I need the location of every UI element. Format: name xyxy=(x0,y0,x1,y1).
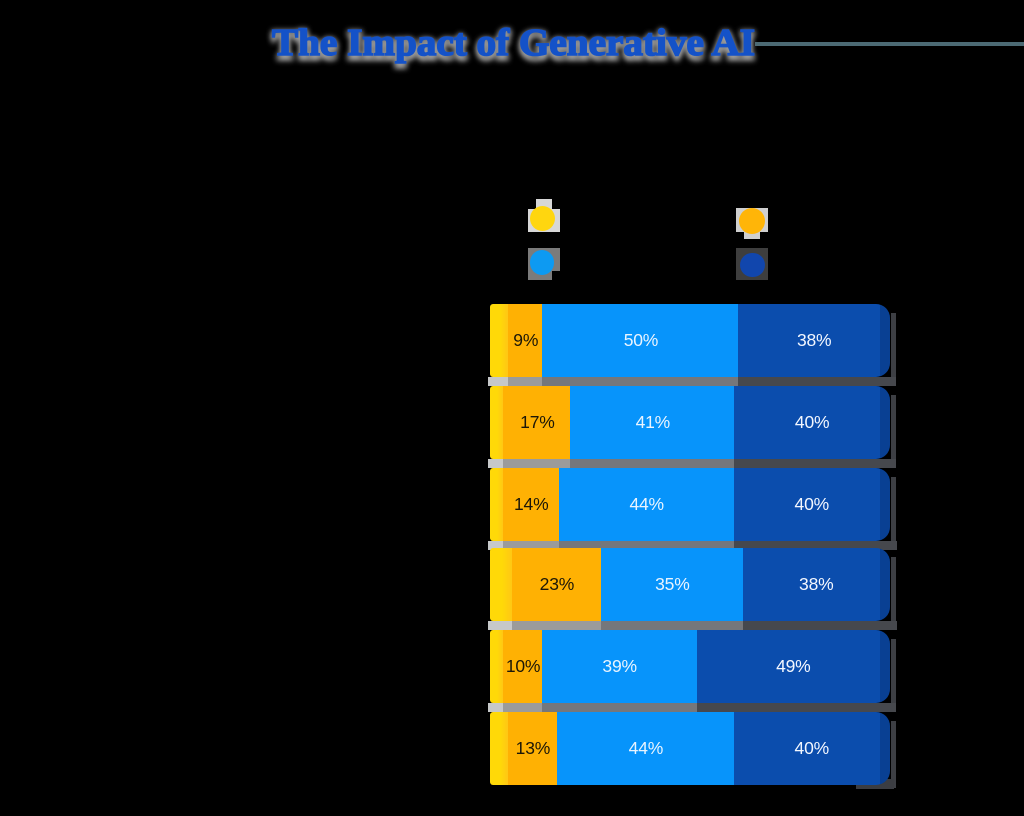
svg-text:The Impact of Generative AI: The Impact of Generative AI xyxy=(272,22,755,64)
svg-text:The Impact of Generative AI: The Impact of Generative AI xyxy=(272,23,755,65)
svg-text:The Impact of Generative AI: The Impact of Generative AI xyxy=(272,27,755,69)
